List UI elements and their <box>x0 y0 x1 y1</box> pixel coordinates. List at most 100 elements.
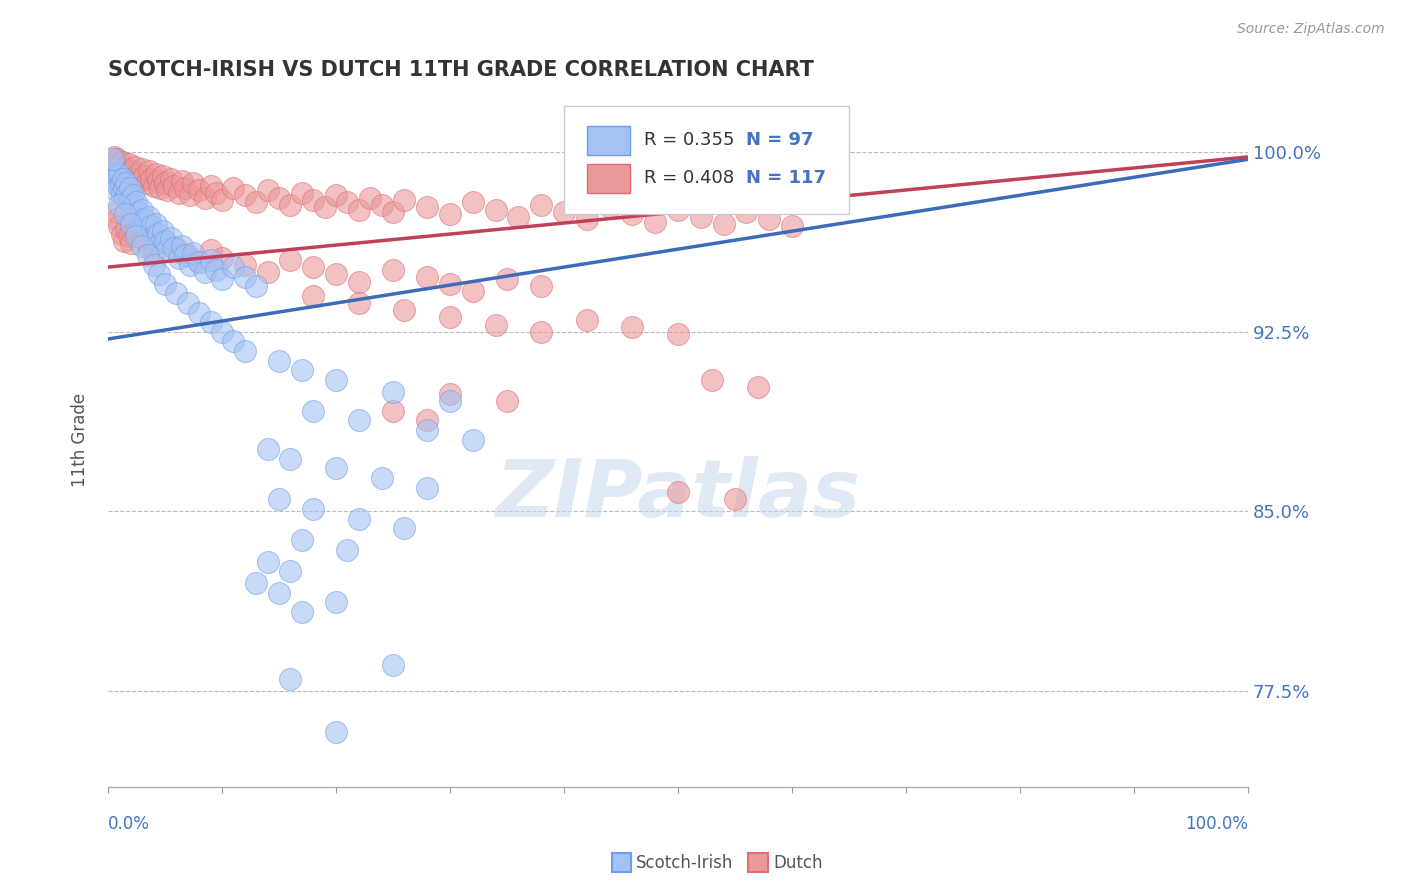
Point <box>666 202 689 217</box>
Point <box>325 461 347 475</box>
Point <box>101 153 124 167</box>
Point <box>439 387 461 401</box>
Point <box>129 214 152 228</box>
Point <box>666 485 689 500</box>
Point <box>381 262 404 277</box>
Point <box>280 252 302 267</box>
Point <box>138 210 160 224</box>
Point <box>117 186 139 200</box>
Point <box>124 160 146 174</box>
Point <box>131 231 153 245</box>
Point <box>233 269 256 284</box>
Point <box>179 258 201 272</box>
Point <box>325 373 347 387</box>
Point <box>621 320 644 334</box>
Point <box>381 384 404 399</box>
Point <box>105 212 128 227</box>
Y-axis label: 11th Grade: 11th Grade <box>72 392 89 487</box>
Point <box>163 241 186 255</box>
FancyBboxPatch shape <box>564 106 849 214</box>
Point <box>188 255 211 269</box>
Point <box>347 275 370 289</box>
Point <box>267 191 290 205</box>
Point <box>120 191 142 205</box>
Point <box>496 272 519 286</box>
Point <box>291 605 314 619</box>
Point <box>122 198 145 212</box>
Point <box>135 176 157 190</box>
Point <box>416 413 439 427</box>
Point <box>724 492 747 507</box>
Point <box>222 181 245 195</box>
Point <box>125 224 148 238</box>
Point <box>136 238 159 252</box>
Point <box>461 433 484 447</box>
FancyBboxPatch shape <box>586 126 630 155</box>
Point <box>135 222 157 236</box>
Point <box>644 214 666 228</box>
Point <box>131 202 153 217</box>
Point <box>256 555 278 569</box>
Point <box>484 318 506 332</box>
Point <box>111 227 134 241</box>
Point <box>439 310 461 325</box>
Point <box>758 212 780 227</box>
Point <box>108 219 131 234</box>
Point <box>112 161 135 176</box>
Point <box>165 286 187 301</box>
Point <box>107 178 129 193</box>
Point <box>131 238 153 252</box>
Point <box>256 184 278 198</box>
Point <box>159 171 181 186</box>
Point <box>115 169 138 183</box>
Point <box>183 176 205 190</box>
Point <box>120 217 142 231</box>
Point <box>713 217 735 231</box>
Point <box>200 244 222 258</box>
Point <box>107 160 129 174</box>
Point <box>104 174 127 188</box>
Point <box>530 325 553 339</box>
Point <box>200 178 222 193</box>
Point <box>112 234 135 248</box>
Point <box>167 186 190 200</box>
Point <box>103 161 125 176</box>
Point <box>172 238 194 252</box>
Text: Source: ZipAtlas.com: Source: ZipAtlas.com <box>1237 22 1385 37</box>
Point <box>138 164 160 178</box>
Point <box>439 394 461 409</box>
Point <box>174 181 197 195</box>
Point <box>381 205 404 219</box>
FancyBboxPatch shape <box>586 164 630 193</box>
Point <box>194 265 217 279</box>
Point <box>394 303 416 318</box>
Point <box>336 542 359 557</box>
Point <box>439 277 461 291</box>
Point <box>112 181 135 195</box>
Point <box>118 181 141 195</box>
Point <box>200 252 222 267</box>
Point <box>134 212 156 227</box>
Point <box>152 224 174 238</box>
Point <box>233 188 256 202</box>
Point <box>188 184 211 198</box>
Point <box>108 167 131 181</box>
Text: R = 0.355: R = 0.355 <box>644 130 734 148</box>
Point <box>194 191 217 205</box>
Point <box>302 404 325 418</box>
Point <box>280 672 302 686</box>
Point <box>125 229 148 244</box>
Point <box>124 207 146 221</box>
Point <box>416 481 439 495</box>
Point <box>381 657 404 672</box>
Point <box>211 325 233 339</box>
Point <box>484 202 506 217</box>
Text: 100.0%: 100.0% <box>1185 814 1249 833</box>
Point <box>172 174 194 188</box>
Point <box>211 251 233 265</box>
Point <box>291 186 314 200</box>
Point <box>183 245 205 260</box>
Text: ZIPatlas: ZIPatlas <box>495 456 860 534</box>
Point <box>336 195 359 210</box>
Point <box>575 212 598 227</box>
